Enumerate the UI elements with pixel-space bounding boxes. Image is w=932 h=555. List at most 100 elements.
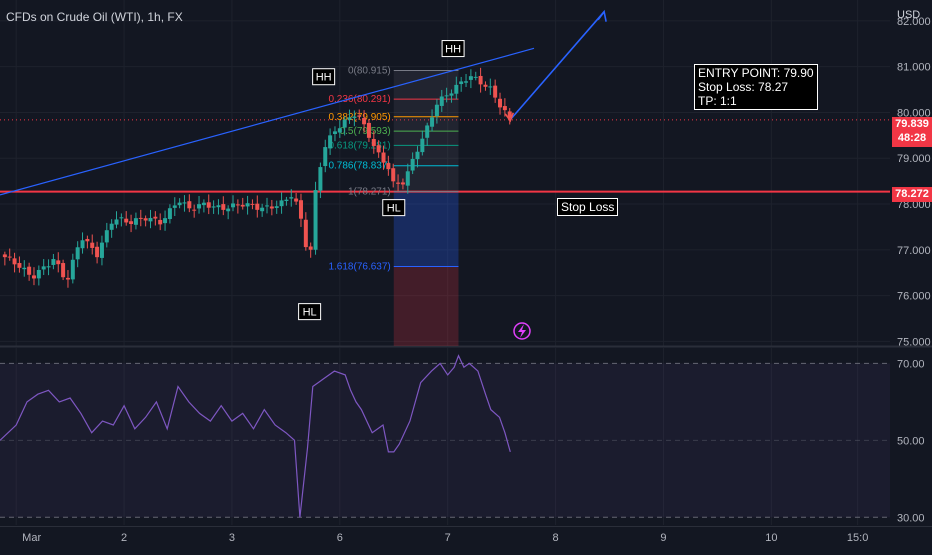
candle-body bbox=[119, 217, 124, 219]
candle-body bbox=[177, 202, 182, 206]
entry-note-box[interactable]: ENTRY POINT: 79.90 Stop Loss: 78.27 TP: … bbox=[694, 64, 818, 110]
candle-body bbox=[2, 254, 7, 258]
candle-body bbox=[347, 117, 352, 120]
swing-label-box bbox=[298, 303, 322, 321]
swing-label-box bbox=[382, 199, 406, 217]
price-tick-label: 82.000 bbox=[897, 16, 931, 28]
candle-body bbox=[376, 145, 381, 153]
fib-level-label: 0(80.915) bbox=[348, 66, 391, 77]
candle-body bbox=[138, 217, 143, 219]
candle-body bbox=[158, 219, 163, 225]
fib-level-label: 1.618(76.637) bbox=[328, 261, 390, 272]
current-price-tag: 79.839 48:28 bbox=[892, 117, 932, 147]
candles-layer bbox=[2, 67, 512, 288]
rsi-tick-label: 30.00 bbox=[897, 512, 925, 524]
candle-body bbox=[493, 85, 498, 98]
candle-body bbox=[507, 111, 512, 119]
candle-body bbox=[250, 203, 255, 205]
candle-body bbox=[318, 167, 323, 191]
candle-body bbox=[7, 256, 12, 258]
swing-label-box bbox=[441, 40, 465, 58]
price-tick-label: 81.000 bbox=[897, 62, 931, 74]
candle-body bbox=[473, 76, 478, 78]
candle-body bbox=[201, 202, 206, 206]
candle-body bbox=[362, 118, 367, 125]
candle-body bbox=[439, 96, 444, 106]
candle-body bbox=[211, 206, 216, 208]
candle-body bbox=[400, 182, 405, 185]
rsi-tick-label: 70.00 bbox=[897, 358, 925, 370]
candle-body bbox=[289, 197, 294, 199]
candle-body bbox=[46, 266, 51, 268]
rsi-band bbox=[0, 363, 890, 518]
price-tick-label: 80.000 bbox=[897, 107, 931, 119]
price-tick-label: 76.000 bbox=[897, 291, 931, 303]
candle-body bbox=[226, 208, 231, 212]
candle-body bbox=[17, 263, 22, 268]
candle-body bbox=[410, 158, 415, 171]
price-tick-label: 79.000 bbox=[897, 153, 931, 165]
fib-level-label: 1(78.271) bbox=[348, 187, 391, 198]
candle-body bbox=[172, 205, 177, 208]
candle-body bbox=[245, 203, 250, 207]
candle-body bbox=[221, 204, 226, 210]
candle-body bbox=[342, 119, 347, 128]
candle-body bbox=[274, 206, 279, 208]
candle-body bbox=[352, 116, 357, 118]
candle-body bbox=[371, 138, 376, 146]
candle-body bbox=[459, 81, 464, 85]
candle-body bbox=[488, 86, 493, 88]
candle-body bbox=[27, 266, 32, 275]
candle-body bbox=[332, 131, 337, 135]
candle-body bbox=[255, 203, 260, 210]
take-profit-line: TP: 1:1 bbox=[698, 94, 737, 108]
fibonacci-layer: 0(80.915)0.236(80.291)0.382(79.905)0.5(7… bbox=[328, 66, 459, 272]
candle-body bbox=[381, 152, 386, 163]
candle-body bbox=[80, 240, 85, 249]
fib-zone-below bbox=[393, 266, 459, 346]
rsi-tick-label: 50.00 bbox=[897, 435, 925, 447]
candle-body bbox=[498, 98, 503, 108]
price-tick-label: 78.000 bbox=[897, 199, 931, 211]
rsi-line bbox=[0, 354, 511, 518]
candle-body bbox=[464, 81, 469, 83]
candle-body bbox=[216, 205, 221, 208]
candle-body bbox=[197, 204, 202, 209]
time-tick-label: 10 bbox=[765, 532, 777, 544]
swing-label: HH bbox=[316, 72, 332, 84]
candle-body bbox=[298, 200, 303, 219]
candle-body bbox=[240, 204, 245, 207]
candle-body bbox=[396, 182, 401, 184]
projection-arrow bbox=[509, 11, 605, 121]
time-tick-label: Mar bbox=[22, 532, 41, 544]
stop-loss-price-value: 78.272 bbox=[895, 188, 929, 200]
lightning-icon[interactable] bbox=[513, 322, 531, 340]
candle-body bbox=[104, 230, 109, 243]
candle-body bbox=[269, 206, 274, 209]
candle-body bbox=[182, 202, 187, 204]
rsi-layer bbox=[0, 354, 890, 518]
candle-body bbox=[420, 138, 425, 153]
candle-body bbox=[231, 203, 236, 208]
candle-body bbox=[192, 209, 197, 211]
candle-body bbox=[328, 135, 333, 149]
candle-body bbox=[468, 76, 473, 80]
candle-body bbox=[366, 122, 371, 138]
candle-body bbox=[51, 259, 56, 265]
candle-body bbox=[109, 223, 114, 230]
stop-loss-note[interactable]: Stop Loss bbox=[557, 198, 619, 216]
entry-line: ENTRY POINT: 79.90 bbox=[698, 66, 814, 80]
candle-body bbox=[449, 93, 454, 96]
candle-body bbox=[430, 117, 435, 127]
candle-body bbox=[391, 168, 396, 182]
swing-label: HL bbox=[303, 307, 317, 319]
candle-body bbox=[425, 125, 430, 138]
candle-body bbox=[133, 218, 138, 225]
candle-body bbox=[303, 219, 308, 248]
candle-body bbox=[99, 242, 104, 258]
candle-body bbox=[206, 202, 211, 208]
candle-body bbox=[129, 221, 134, 224]
candle-body bbox=[357, 115, 362, 117]
candle-body bbox=[323, 147, 328, 167]
